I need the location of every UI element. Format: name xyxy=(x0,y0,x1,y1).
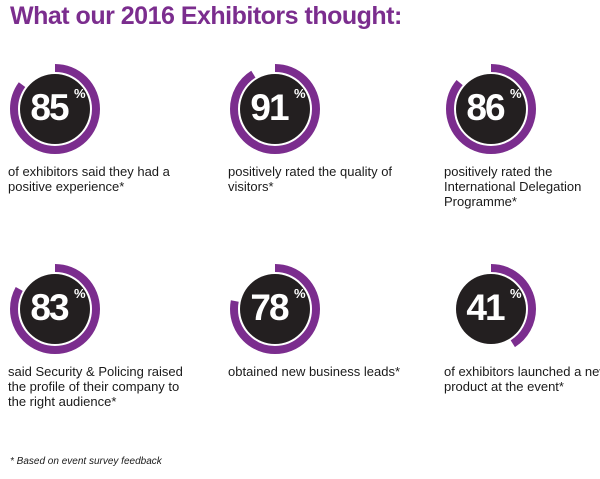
percent-sign: % xyxy=(510,286,522,301)
stat-description: of exhibitors said they had a positive e… xyxy=(8,164,170,194)
percent-sign: % xyxy=(74,86,86,101)
ring-gauge-svg xyxy=(10,264,100,354)
percent-sign: % xyxy=(510,86,522,101)
progress-arc xyxy=(230,64,320,154)
gauge-disc xyxy=(240,74,310,144)
percent-sign: % xyxy=(74,286,86,301)
stat-description: of exhibitors launched a new product at … xyxy=(444,364,600,394)
progress-arc xyxy=(230,264,320,354)
percentage-value: 78 xyxy=(250,287,289,328)
gauge-disc xyxy=(20,74,90,144)
footnote: * Based on event survey feedback xyxy=(10,456,162,467)
percent-sign: % xyxy=(294,286,306,301)
progress-arc xyxy=(446,64,536,154)
percentage-ring-gauge xyxy=(8,262,102,356)
percentage-ring-gauge xyxy=(444,262,538,356)
stat-description: obtained new business leads* xyxy=(228,364,401,379)
stat-description: said Security & Policing raised the prof… xyxy=(8,364,183,409)
percentage-ring-gauge xyxy=(228,262,322,356)
ring-gauge-svg xyxy=(230,64,320,154)
ring-gauge-svg xyxy=(446,264,536,354)
percentage-ring-gauge xyxy=(8,62,102,156)
gauge-disc xyxy=(456,74,526,144)
page-title: What our 2016 Exhibitors thought: xyxy=(10,2,402,30)
percentage-ring-gauge xyxy=(444,62,538,156)
stat-description: positively rated the International Deleg… xyxy=(444,164,582,209)
percentage-value: 91 xyxy=(250,87,289,128)
stat-description: positively rated the quality of visitors… xyxy=(228,164,393,194)
percentage-ring-gauge xyxy=(228,62,322,156)
progress-arc xyxy=(446,264,536,354)
gauge-disc xyxy=(240,274,310,344)
gauge-disc xyxy=(456,274,526,344)
ring-gauge-svg xyxy=(230,264,320,354)
percentage-value: 85 xyxy=(30,87,69,128)
percentage-value: 41 xyxy=(466,287,505,328)
ring-gauge-svg xyxy=(446,64,536,154)
gauge-disc xyxy=(20,274,90,344)
percent-sign: % xyxy=(294,86,306,101)
progress-arc xyxy=(10,264,100,354)
ring-gauge-svg xyxy=(10,64,100,154)
progress-arc xyxy=(10,64,100,154)
percentage-value: 86 xyxy=(466,87,505,128)
percentage-value: 83 xyxy=(30,287,69,328)
